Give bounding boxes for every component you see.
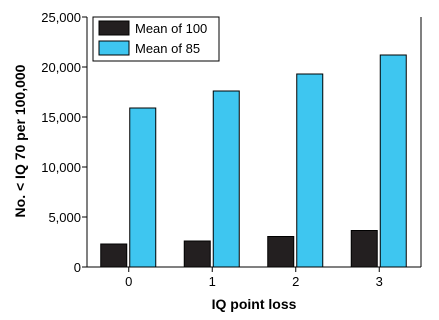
legend: Mean of 100 Mean of 85 [92,16,220,62]
bar-mean-of-100-2 [267,236,295,268]
y-tick-label: 0 [74,260,81,275]
bar-mean-of-85-3 [379,54,407,268]
legend-swatch-mean-of-100 [98,20,130,36]
y-axis-title: No. < IQ 70 per 100,000 [12,64,28,217]
bar-mean-of-85-0 [129,107,157,268]
y-tick-label: 5,000 [48,210,81,225]
legend-label-mean-of-85: Mean of 85 [135,41,200,56]
bar-mean-of-100-0 [100,243,128,268]
x-tick-label: 1 [209,274,216,289]
bar-mean-of-85-1 [212,90,240,268]
legend-label-mean-of-100: Mean of 100 [135,21,207,36]
bar-mean-of-85-2 [296,73,324,268]
y-axis: 0 5,000 10,000 15,000 20,000 25,000 [41,10,87,275]
bars [100,54,407,268]
bar-mean-of-100-1 [183,240,211,268]
y-tick-label: 10,000 [41,160,81,175]
x-axis: 0 1 2 3 [125,267,383,289]
y-tick-label: 15,000 [41,110,81,125]
bar-mean-of-100-3 [350,230,378,268]
legend-swatch-mean-of-85 [98,40,130,56]
x-tick-label: 2 [292,274,299,289]
x-tick-label: 3 [376,274,383,289]
x-tick-label: 0 [125,274,132,289]
y-tick-label: 20,000 [41,60,81,75]
y-tick-label: 25,000 [41,10,81,25]
x-axis-title: IQ point loss [212,296,297,312]
